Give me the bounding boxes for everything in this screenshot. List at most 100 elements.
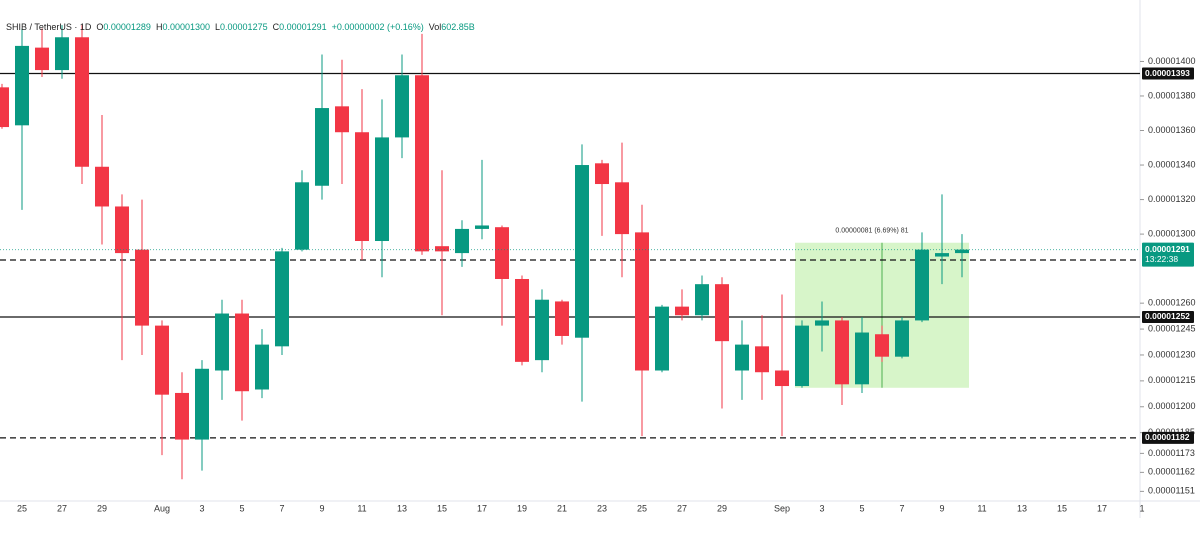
candle-body xyxy=(195,368,209,440)
y-tick-label: 0.00001340 xyxy=(1148,159,1196,169)
candle-body xyxy=(155,325,169,395)
candle-body xyxy=(635,232,649,371)
y-tick-label: 0.00001151 xyxy=(1148,486,1195,496)
change: +0.00000002 (+0.16%) xyxy=(331,22,424,32)
candle-body xyxy=(395,75,409,138)
candle-body xyxy=(535,299,549,361)
candle-body xyxy=(435,246,449,252)
y-tick-label: 0.00001300 xyxy=(1148,228,1196,238)
field: O 0.00001289 xyxy=(96,22,151,32)
y-tick-label: 0.00001230 xyxy=(1148,349,1196,359)
candle-body xyxy=(855,332,869,385)
candle-body xyxy=(775,370,789,387)
x-tick-label: 17 xyxy=(1097,503,1107,513)
x-tick-label: 13 xyxy=(397,503,407,513)
candle-body xyxy=(215,313,229,371)
level-label: 0.00001393 xyxy=(1145,68,1190,78)
candle-body xyxy=(115,206,129,254)
field: C 0.00001291 xyxy=(273,22,327,32)
x-tick-label: 3 xyxy=(199,503,204,513)
field-value: 0.00001289 xyxy=(103,22,151,32)
candle-body xyxy=(275,251,289,347)
candle-body xyxy=(735,344,749,371)
field-value: 0.00001300 xyxy=(162,22,211,32)
candle-body xyxy=(755,346,769,373)
candle-body xyxy=(455,228,469,254)
candle-body xyxy=(335,106,349,133)
y-tick-label: 0.00001162 xyxy=(1148,467,1195,477)
x-tick-label: 5 xyxy=(239,503,244,513)
field-value: 0.00001291 xyxy=(279,22,327,32)
volume-label: Vol xyxy=(428,22,442,32)
candle-body xyxy=(715,284,729,342)
current-timer: 13:22:38 xyxy=(1145,254,1178,264)
x-tick-label: Aug xyxy=(154,503,170,513)
candle-body xyxy=(355,132,369,242)
field-label: C xyxy=(272,22,280,32)
x-tick-label: 27 xyxy=(677,503,687,513)
candle-body xyxy=(875,334,889,357)
current-price-box xyxy=(1142,242,1194,267)
y-tick-label: 0.00001320 xyxy=(1148,194,1196,204)
candle-body xyxy=(815,320,829,326)
x-tick-label: Sep xyxy=(774,503,790,513)
symbol-header: SHIB / TetherUS · 1D O 0.00001289 H 0.0000… xyxy=(6,22,475,32)
x-tick-label: 9 xyxy=(319,503,324,513)
x-tick-label: 19 xyxy=(517,503,527,513)
x-tick-label: 25 xyxy=(637,503,647,513)
candle-body xyxy=(595,163,609,185)
candle-body xyxy=(0,87,9,128)
level-label-box xyxy=(1142,431,1194,444)
candle-body xyxy=(955,249,969,254)
candle-body xyxy=(575,165,589,338)
candle-body xyxy=(475,225,489,229)
x-tick-label: 17 xyxy=(477,503,487,513)
x-tick-label: 25 xyxy=(17,503,27,513)
candle-body xyxy=(795,325,809,387)
x-tick-label: 29 xyxy=(97,503,107,513)
field: L 0.00001275 xyxy=(215,22,268,32)
candle-body xyxy=(375,137,389,242)
candle-body xyxy=(655,306,669,371)
candle-body xyxy=(415,75,429,252)
x-tick-label: 3 xyxy=(819,503,824,513)
candle-body xyxy=(75,37,89,167)
candle-body xyxy=(315,108,329,186)
candle-body xyxy=(895,320,909,357)
field-value: 0.00001275 xyxy=(220,22,268,32)
y-tick-label: 0.00001173 xyxy=(1148,448,1195,458)
x-tick-label: 11 xyxy=(357,503,366,513)
x-tick-label: 15 xyxy=(437,503,447,513)
x-tick-label: 7 xyxy=(899,503,904,513)
level-label: 0.00001182 xyxy=(1145,432,1190,442)
candle-body xyxy=(615,182,629,235)
candle-body xyxy=(835,320,849,385)
y-tick-label: 0.00001400 xyxy=(1148,56,1196,66)
x-tick-label: 7 xyxy=(279,503,284,513)
y-tick-label: 0.00001200 xyxy=(1148,401,1196,411)
y-tick-label: 0.00001245 xyxy=(1148,323,1196,333)
candle-body xyxy=(55,37,69,71)
candle-body xyxy=(95,166,109,207)
candle-body xyxy=(555,301,569,336)
x-tick-label: 1 xyxy=(1139,503,1144,513)
level-label-box xyxy=(1142,310,1194,323)
field-label: H xyxy=(155,22,163,32)
candle-body xyxy=(515,278,529,362)
current-price-label: 0.00001291 xyxy=(1145,244,1190,254)
x-tick-label: 13 xyxy=(1017,503,1027,513)
volume: Vol 602.85B xyxy=(429,22,475,32)
candle-body xyxy=(495,227,509,279)
y-tick-label: 0.00001215 xyxy=(1148,375,1196,385)
volume-value: 602.85B xyxy=(441,22,475,32)
x-tick-label: 29 xyxy=(717,503,727,513)
candle-body xyxy=(235,313,249,392)
x-tick-label: 21 xyxy=(557,503,567,513)
symbol: SHIB / TetherUS · 1D xyxy=(6,22,92,32)
x-tick-label: 15 xyxy=(1057,503,1067,513)
candle-body xyxy=(295,182,309,250)
x-tick-label: 27 xyxy=(57,503,67,513)
level-label: 0.00001252 xyxy=(1145,311,1190,321)
candle-body xyxy=(135,249,149,326)
